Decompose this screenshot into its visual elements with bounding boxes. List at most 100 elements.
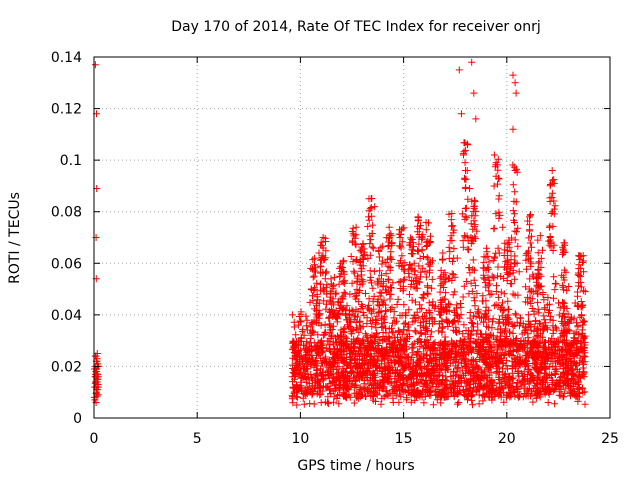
data-point (490, 274, 498, 282)
data-point (335, 310, 342, 317)
data-point (289, 378, 296, 386)
data-point (317, 238, 325, 246)
data-point (368, 322, 376, 330)
data-point (564, 356, 572, 364)
data-point (359, 309, 367, 316)
data-point (475, 391, 483, 399)
data-point (299, 394, 307, 402)
data-point (514, 370, 522, 377)
data-point (499, 299, 506, 307)
data-point (560, 368, 568, 376)
data-point (526, 213, 533, 221)
data-point (421, 268, 429, 276)
data-point (400, 275, 408, 283)
data-point (535, 309, 543, 317)
data-point (366, 267, 374, 275)
data-point (495, 392, 503, 400)
data-point (567, 361, 575, 369)
data-point (390, 359, 398, 367)
data-point (325, 314, 333, 322)
data-point (500, 290, 508, 298)
data-point (551, 400, 559, 408)
data-point (389, 329, 397, 337)
data-point (565, 283, 573, 290)
data-point (446, 237, 454, 245)
data-point (543, 374, 551, 382)
data-point (435, 307, 443, 315)
data-point (495, 174, 502, 182)
data-point (454, 389, 462, 397)
data-point (310, 328, 318, 336)
data-point (472, 344, 480, 352)
data-point (500, 274, 508, 282)
data-point (529, 360, 537, 367)
data-point (359, 262, 367, 270)
data-point (334, 369, 342, 377)
data-point (490, 224, 498, 232)
data-point (425, 371, 433, 379)
data-point (567, 392, 574, 400)
data-point (539, 291, 547, 299)
data-point (536, 319, 543, 327)
data-point (450, 245, 458, 253)
data-point (437, 273, 445, 281)
data-point (414, 338, 421, 345)
data-point (483, 338, 491, 346)
data-point (358, 301, 366, 309)
data-point (428, 320, 436, 328)
y-tick-label: 0 (73, 411, 82, 427)
data-point (502, 349, 510, 357)
data-point (442, 381, 450, 389)
data-point (459, 341, 467, 349)
data-point (371, 373, 379, 381)
data-point (396, 234, 404, 242)
data-point (512, 311, 520, 319)
data-point (535, 259, 543, 267)
data-point (334, 332, 342, 340)
data-point (338, 372, 345, 380)
data-point (509, 362, 517, 370)
data-point (382, 329, 390, 337)
data-point (339, 355, 347, 363)
data-point (514, 224, 522, 232)
data-point (447, 384, 455, 391)
data-point (313, 390, 321, 398)
data-point (444, 317, 452, 325)
data-point (536, 283, 544, 291)
data-point (441, 366, 449, 374)
data-point (536, 337, 544, 345)
data-point (578, 303, 586, 311)
data-point (367, 273, 375, 281)
data-point (528, 305, 536, 312)
data-point (418, 235, 426, 243)
data-point (495, 208, 503, 216)
data-point (382, 346, 390, 354)
data-point (370, 292, 378, 300)
data-point (451, 351, 459, 359)
data-point (572, 360, 580, 368)
data-point (521, 363, 529, 371)
data-point (401, 267, 408, 275)
data-point (537, 282, 545, 290)
data-point (405, 306, 413, 314)
data-point (349, 325, 357, 333)
data-point (395, 398, 403, 406)
data-point (472, 357, 480, 365)
plot-frame (93, 56, 611, 419)
data-point (490, 254, 498, 262)
data-point (492, 210, 500, 218)
x-tick-label: 10 (291, 431, 309, 447)
data-point (560, 247, 567, 255)
data-point (520, 376, 528, 384)
data-point (533, 341, 541, 349)
data-point (416, 355, 424, 363)
data-point (359, 368, 367, 376)
data-point (379, 322, 387, 330)
data-point (350, 269, 358, 277)
data-point (439, 323, 447, 331)
data-point (559, 351, 567, 359)
data-point (495, 373, 503, 381)
data-point (299, 326, 307, 334)
data-point (487, 388, 495, 396)
data-point (414, 222, 422, 230)
